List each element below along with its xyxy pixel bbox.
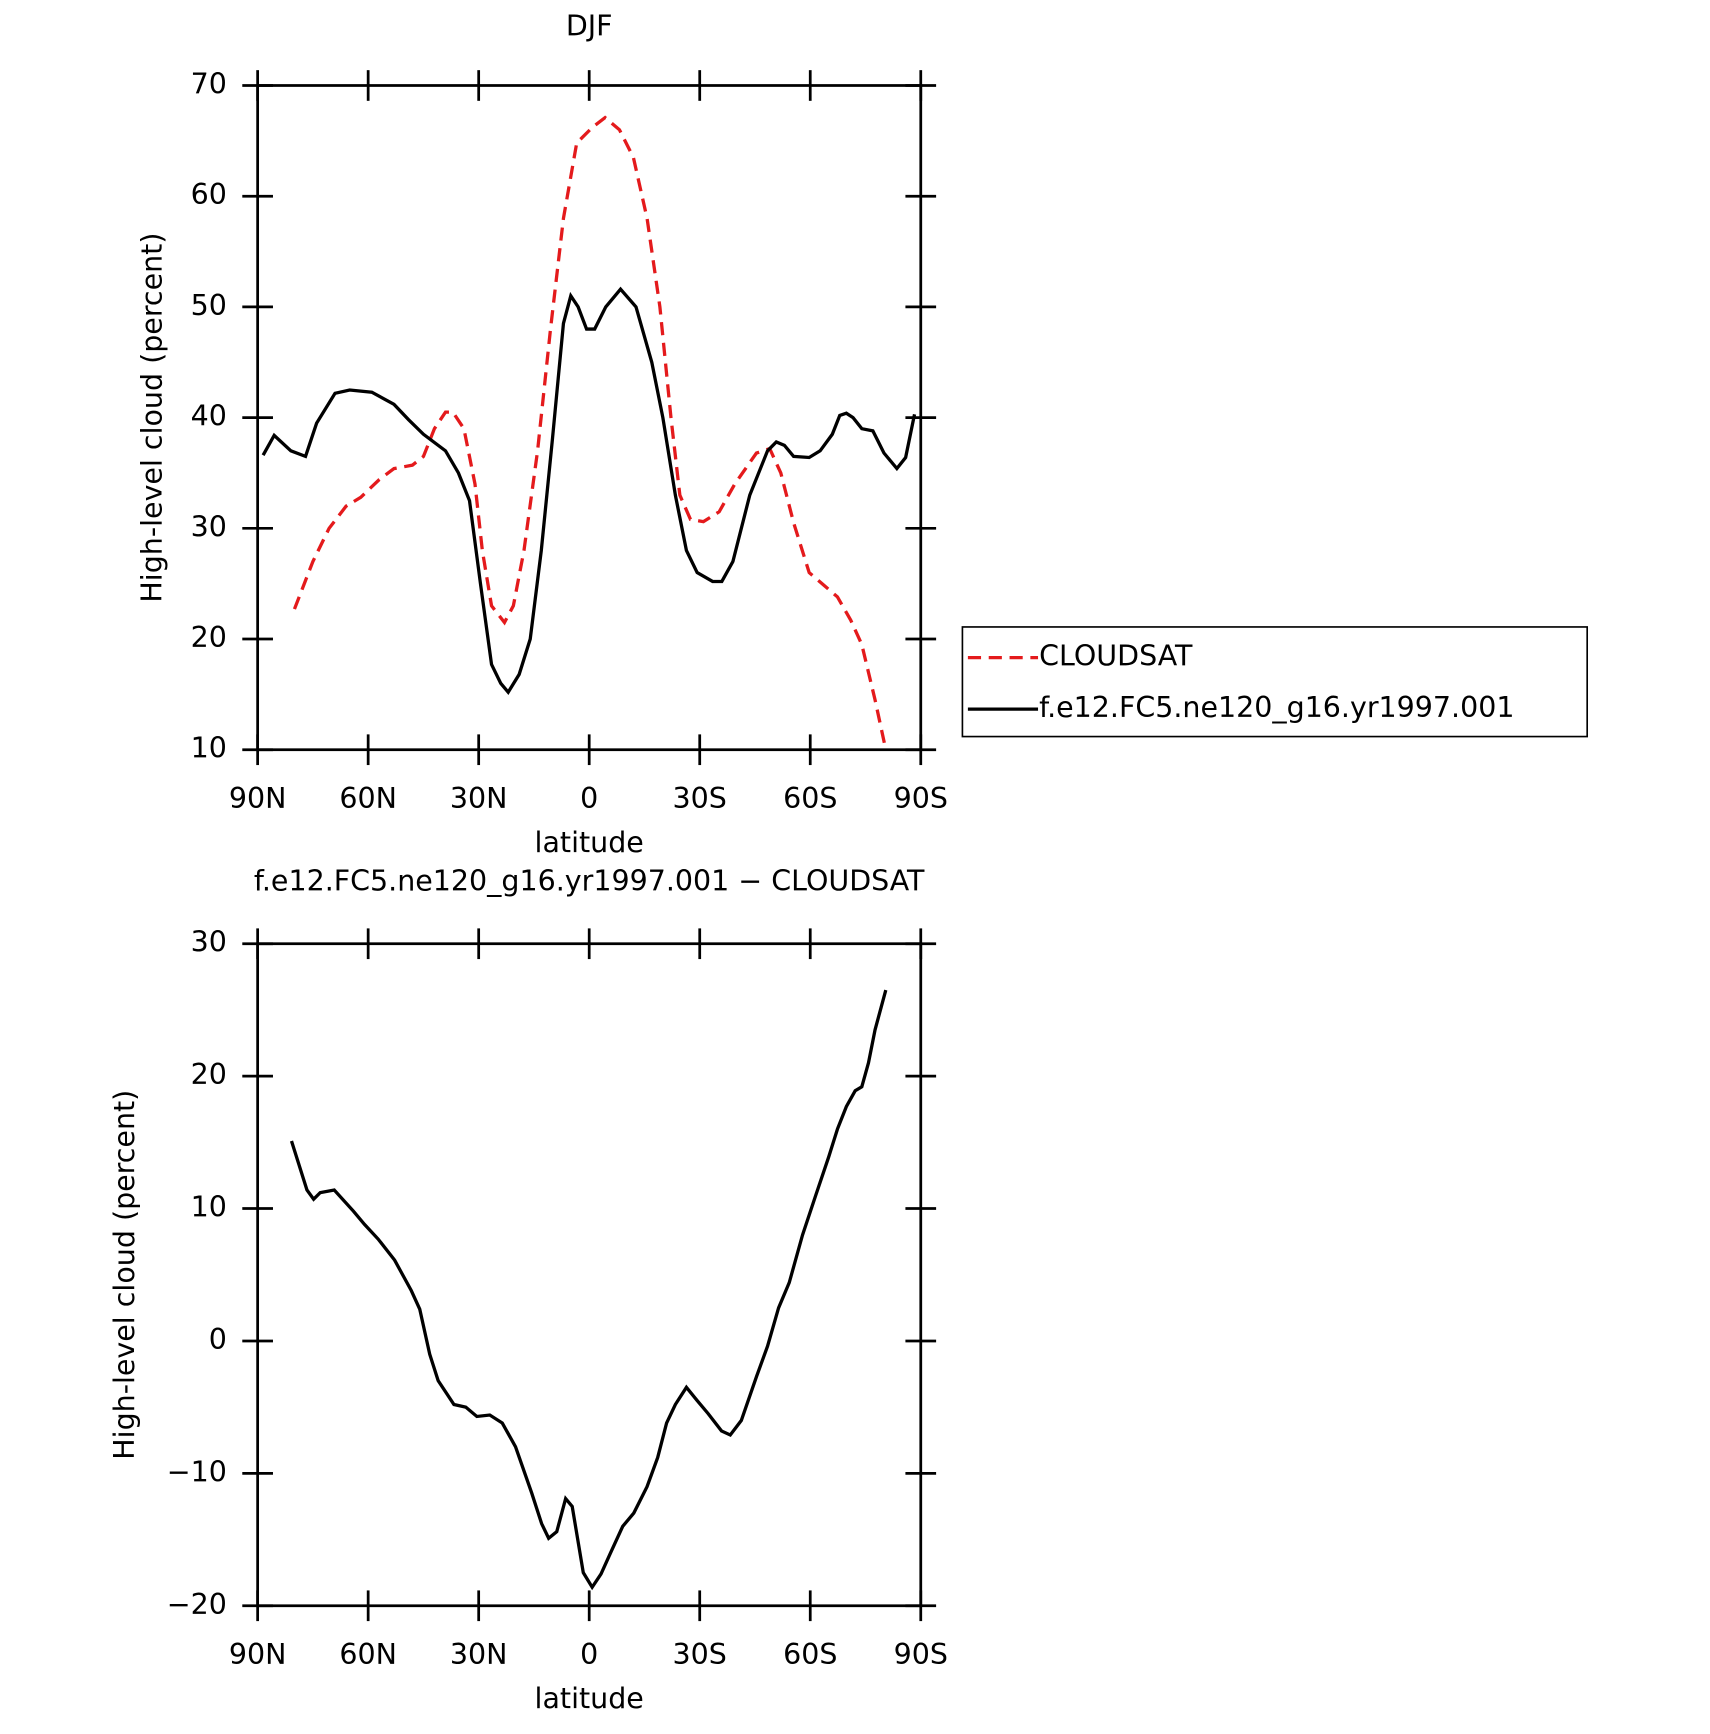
y-tick-label: 70	[191, 67, 227, 100]
chart-title: f.e12.FC5.ne120_g16.yr1997.001 − CLOUDSA…	[254, 864, 925, 897]
y-tick-label: 20	[191, 621, 227, 654]
plot-frame	[256, 942, 923, 1608]
legend-box	[961, 626, 1589, 738]
chart-title: DJF	[566, 9, 613, 42]
y-axis-label: High-level cloud (percent)	[108, 1090, 141, 1460]
x-tick-label: 30S	[673, 782, 727, 815]
x-tick-label: 30N	[450, 782, 508, 815]
x-tick-label: 90S	[894, 782, 948, 815]
x-tick-label: 30S	[673, 1638, 727, 1671]
x-axis-label: latitude	[535, 826, 644, 859]
x-tick-label: 90N	[229, 1638, 287, 1671]
y-tick-label: 10	[191, 1191, 227, 1224]
y-tick-label: 10	[191, 732, 227, 765]
legend-label: f.e12.FC5.ne120_g16.yr1997.001	[1039, 691, 1514, 724]
data-line	[292, 115, 888, 751]
data-line	[289, 989, 888, 1591]
y-tick-label: −10	[167, 1455, 227, 1488]
y-tick-label: 0	[209, 1323, 227, 1356]
x-tick-label: 90S	[894, 1638, 948, 1671]
x-tick-label: 0	[580, 782, 598, 815]
y-tick-label: 60	[191, 178, 227, 211]
y-tick-label: 30	[191, 926, 227, 959]
plot-frame	[256, 84, 923, 752]
x-axis-label: latitude	[535, 1682, 644, 1715]
legend-label: CLOUDSAT	[1039, 640, 1193, 673]
y-tick-label: 40	[191, 400, 227, 433]
data-line	[261, 286, 917, 695]
x-tick-label: 60N	[339, 782, 397, 815]
x-tick-label: 0	[580, 1638, 598, 1671]
x-tick-label: 60N	[339, 1638, 397, 1671]
x-tick-label: 30N	[450, 1638, 508, 1671]
y-tick-label: 30	[191, 510, 227, 543]
y-axis-label: High-level cloud (percent)	[136, 233, 169, 603]
y-tick-label: 20	[191, 1058, 227, 1091]
x-tick-label: 90N	[229, 782, 287, 815]
y-tick-label: 50	[191, 289, 227, 322]
x-tick-label: 60S	[783, 782, 837, 815]
x-tick-label: 60S	[783, 1638, 837, 1671]
y-tick-label: −20	[167, 1588, 227, 1621]
